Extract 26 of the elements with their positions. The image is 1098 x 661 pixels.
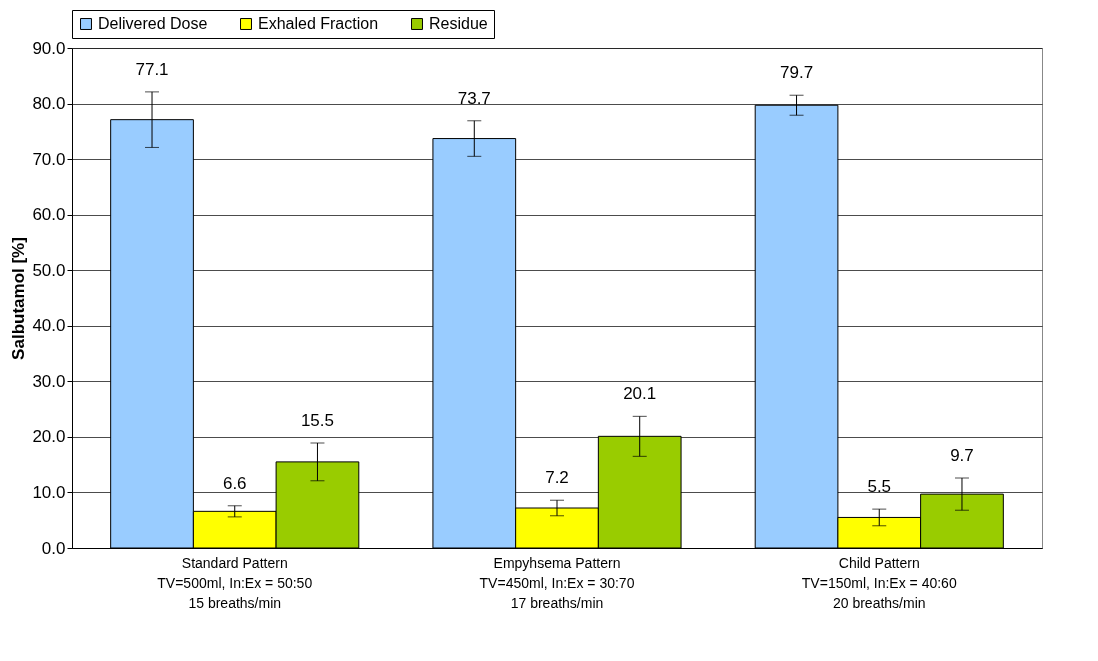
data-label: 5.5 bbox=[867, 477, 892, 497]
data-label: 7.2 bbox=[545, 468, 569, 488]
x-tick-label: Child Pattern TV=150ml, In:Ex = 40:60 20 breaths/min bbox=[801, 554, 957, 611]
y-tick-label: 40.0 bbox=[32, 316, 66, 336]
data-label: 79.7 bbox=[780, 63, 814, 83]
legend-label: Delivered Dose bbox=[98, 15, 208, 32]
data-label: 20.1 bbox=[623, 384, 657, 404]
y-axis-title: Salbutamol [%] bbox=[9, 237, 29, 360]
y-tick-label: 30.0 bbox=[32, 371, 66, 391]
y-tick-label: 70.0 bbox=[32, 149, 66, 169]
data-label: 15.5 bbox=[300, 411, 334, 430]
y-tick-label: 50.0 bbox=[32, 260, 66, 280]
x-tick-label: Standard Pattern TV=500ml, In:Ex = 50:50 15 breaths/min bbox=[157, 554, 313, 611]
y-tick-label: 80.0 bbox=[32, 94, 66, 114]
y-tick-label: 20.0 bbox=[32, 427, 66, 447]
y-tick-label: 60.0 bbox=[32, 205, 66, 225]
x-tick-label: Empyhsema Pattern TV=450ml, In:Ex = 30:70 17 breaths/min bbox=[479, 554, 635, 611]
data-label: 9.7 bbox=[950, 446, 974, 465]
legend-label: Exhaled Fraction bbox=[258, 15, 379, 32]
y-tick-label: 10.0 bbox=[32, 482, 66, 502]
y-tick-label: 0.0 bbox=[41, 538, 66, 558]
legend-label: Residue bbox=[429, 15, 488, 32]
data-label: 73.7 bbox=[457, 88, 491, 108]
data-label: 77.1 bbox=[135, 59, 169, 79]
y-tick-label: 90.0 bbox=[32, 38, 66, 58]
data-label: 6.6 bbox=[222, 473, 247, 493]
